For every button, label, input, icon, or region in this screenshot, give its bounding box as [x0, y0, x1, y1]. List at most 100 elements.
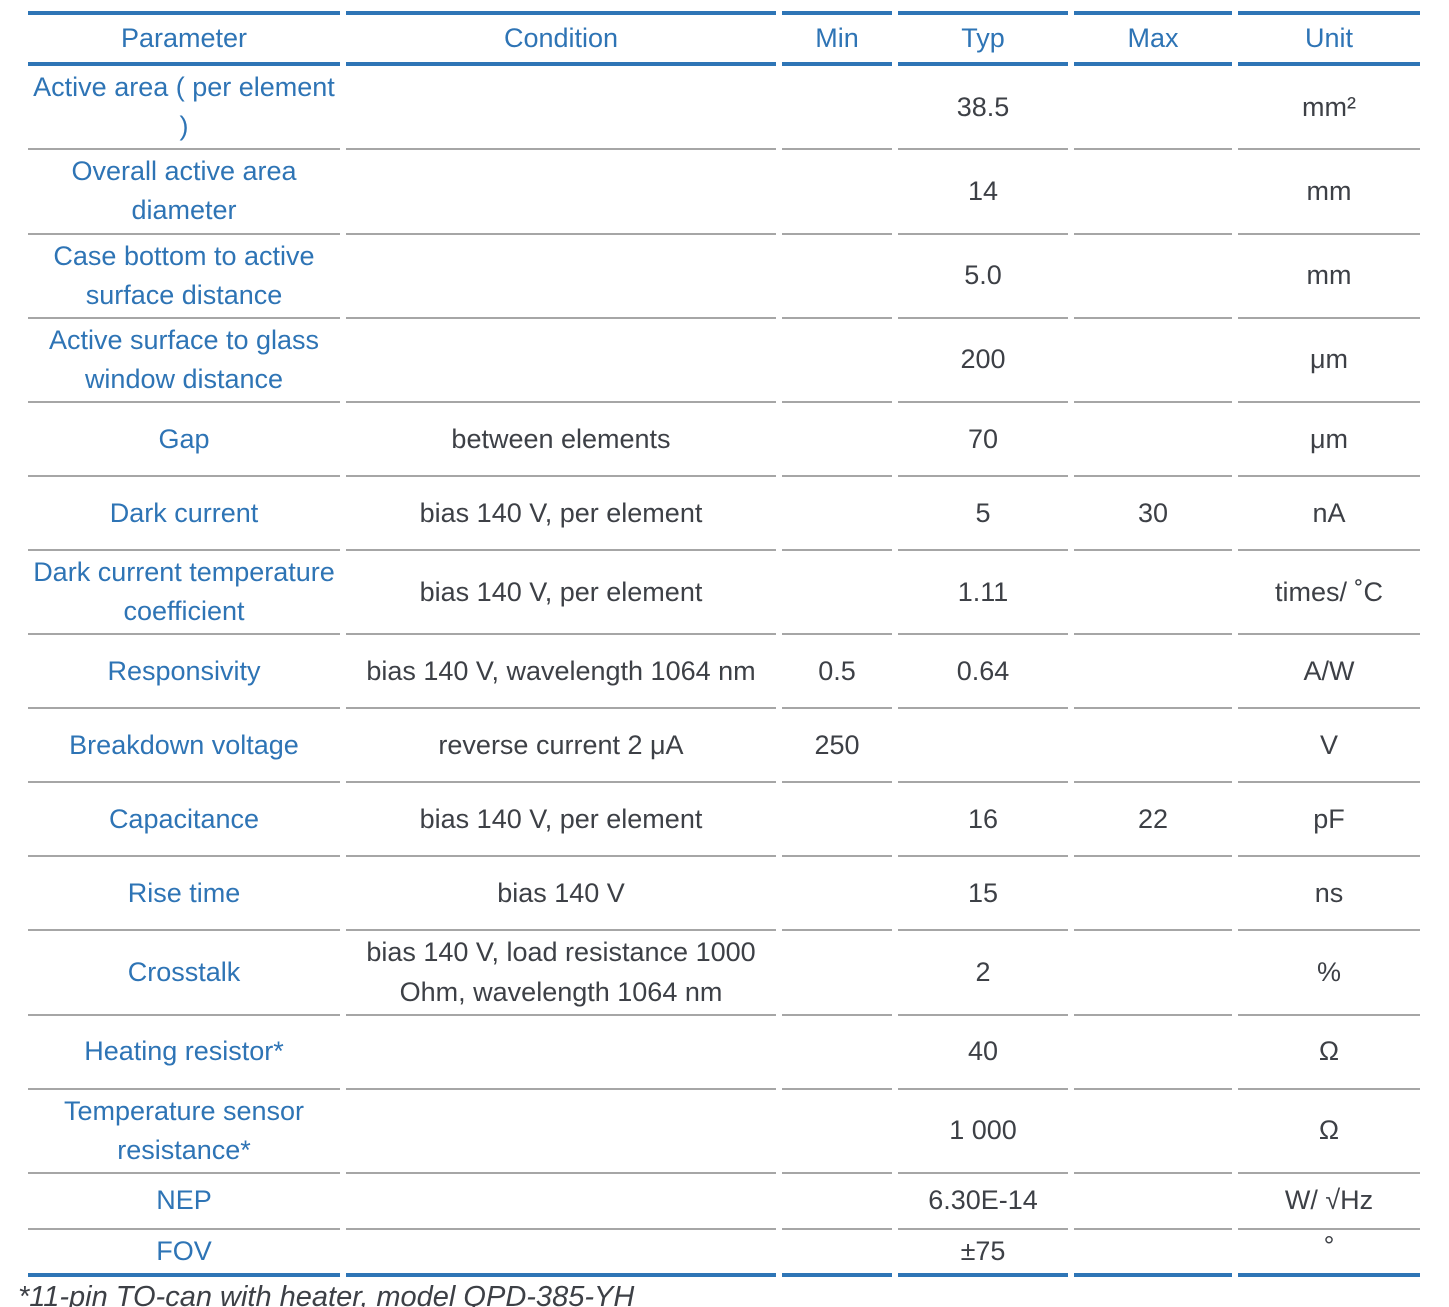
footnote-text: *11-pin TO-can with heater, model QPD-38…	[18, 1281, 635, 1307]
cell-condition	[346, 319, 776, 404]
cell-parameter: Heating resistor*	[28, 1016, 340, 1090]
cell-min	[782, 1090, 892, 1174]
cell-unit: times/ ˚C	[1238, 551, 1420, 636]
cell-condition	[346, 1230, 776, 1278]
cell-typ: 5.0	[898, 235, 1068, 319]
cell-typ: 5	[898, 477, 1068, 552]
table-row: FOV ±75 °	[28, 1230, 1420, 1278]
table-row: Gap between elements 70 μm	[28, 403, 1420, 478]
cell-condition: bias 140 V	[346, 857, 776, 932]
cell-parameter: Dark current temperature coefficient	[28, 551, 340, 636]
cell-max	[1074, 319, 1232, 404]
cell-min	[782, 857, 892, 932]
cell-min	[782, 551, 892, 636]
table-row: NEP 6.30E-14 W/ √Hz	[28, 1174, 1420, 1230]
cell-parameter: Active surface to glass window distance	[28, 319, 340, 404]
table-row: Dark current temperature coefficient bias…	[28, 551, 1420, 636]
cell-typ: 200	[898, 319, 1068, 404]
cell-typ: 14	[898, 150, 1068, 235]
cell-max	[1074, 635, 1232, 710]
cell-max	[1074, 235, 1232, 319]
cell-condition	[346, 1174, 776, 1230]
column-header-max: Max	[1074, 11, 1232, 66]
cell-typ: 70	[898, 403, 1068, 478]
cell-condition	[346, 66, 776, 151]
cell-condition: reverse current 2 μA	[346, 709, 776, 784]
cell-max	[1074, 1090, 1232, 1174]
cell-unit: W/ √Hz	[1238, 1174, 1420, 1230]
cell-parameter: FOV	[28, 1230, 340, 1278]
cell-condition: bias 140 V, per element	[346, 783, 776, 858]
cell-unit: V	[1238, 709, 1420, 784]
cell-parameter: Responsivity	[28, 635, 340, 710]
cell-condition: bias 140 V, wavelength 1064 nm	[346, 635, 776, 710]
cell-typ: 1 000	[898, 1090, 1068, 1174]
table-row: Active surface to glass window distance 2…	[28, 319, 1420, 404]
cell-min	[782, 1230, 892, 1278]
cell-unit: mm	[1238, 235, 1420, 319]
cell-unit: mm	[1238, 150, 1420, 235]
table-row: Responsivity bias 140 V, wavelength 1064 …	[28, 635, 1420, 710]
table-row: Crosstalk bias 140 V, load resistance 100…	[28, 931, 1420, 1016]
cell-typ: 40	[898, 1016, 1068, 1090]
table-row: Temperature sensor resistance* 1 000 Ω	[28, 1090, 1420, 1174]
cell-parameter: Active area ( per element )	[28, 66, 340, 151]
cell-max	[1074, 551, 1232, 636]
cell-parameter: Dark current	[28, 477, 340, 552]
cell-unit: ns	[1238, 857, 1420, 932]
cell-unit: °	[1238, 1230, 1420, 1278]
cell-min	[782, 1016, 892, 1090]
table-row: Overall active area diameter 14 mm	[28, 150, 1420, 235]
cell-max	[1074, 150, 1232, 235]
table-row: Capacitance bias 140 V, per element 16 22 pF	[28, 783, 1420, 858]
cell-unit: %	[1238, 931, 1420, 1016]
table-row: Heating resistor* 40 Ω	[28, 1016, 1420, 1090]
table-row: Rise time bias 140 V 15 ns	[28, 857, 1420, 932]
cell-max	[1074, 403, 1232, 478]
cell-condition	[346, 150, 776, 235]
cell-unit: pF	[1238, 783, 1420, 858]
cell-parameter: NEP	[28, 1174, 340, 1230]
cell-unit: mm²	[1238, 66, 1420, 151]
column-header-typ: Typ	[898, 11, 1068, 66]
cell-max: 30	[1074, 477, 1232, 552]
cell-typ	[898, 709, 1068, 784]
cell-min: 250	[782, 709, 892, 784]
cell-condition	[346, 1090, 776, 1174]
cell-typ: 16	[898, 783, 1068, 858]
cell-min: 0.5	[782, 635, 892, 710]
table-header: Parameter Condition Min Typ Max Unit	[28, 11, 1420, 66]
cell-max	[1074, 1174, 1232, 1230]
cell-condition	[346, 235, 776, 319]
table-row: Case bottom to active surface distance 5.…	[28, 235, 1420, 319]
cell-typ: 15	[898, 857, 1068, 932]
cell-condition: bias 140 V, load resistance 1000 Ohm, wa…	[346, 931, 776, 1016]
cell-max	[1074, 1230, 1232, 1278]
cell-parameter: Case bottom to active surface distance	[28, 235, 340, 319]
cell-condition: between elements	[346, 403, 776, 478]
cell-condition: bias 140 V, per element	[346, 477, 776, 552]
cell-unit: μm	[1238, 319, 1420, 404]
table-row: Active area ( per element ) 38.5 mm²	[28, 66, 1420, 151]
cell-parameter: Capacitance	[28, 783, 340, 858]
cell-min	[782, 66, 892, 151]
cell-typ: 0.64	[898, 635, 1068, 710]
cell-min	[782, 477, 892, 552]
cell-min	[782, 319, 892, 404]
cell-typ: ±75	[898, 1230, 1068, 1278]
cell-unit: μm	[1238, 403, 1420, 478]
cell-unit: Ω	[1238, 1016, 1420, 1090]
cell-min	[782, 783, 892, 858]
column-header-parameter: Parameter	[28, 11, 340, 66]
cell-max: 22	[1074, 783, 1232, 858]
cell-min	[782, 1174, 892, 1230]
cell-unit: nA	[1238, 477, 1420, 552]
cell-condition: bias 140 V, per element	[346, 551, 776, 636]
cell-max	[1074, 1016, 1232, 1090]
cell-min	[782, 931, 892, 1016]
cell-parameter: Rise time	[28, 857, 340, 932]
cell-parameter: Breakdown voltage	[28, 709, 340, 784]
header-row: Parameter Condition Min Typ Max Unit	[28, 11, 1420, 66]
cell-max	[1074, 857, 1232, 932]
cell-parameter: Overall active area diameter	[28, 150, 340, 235]
